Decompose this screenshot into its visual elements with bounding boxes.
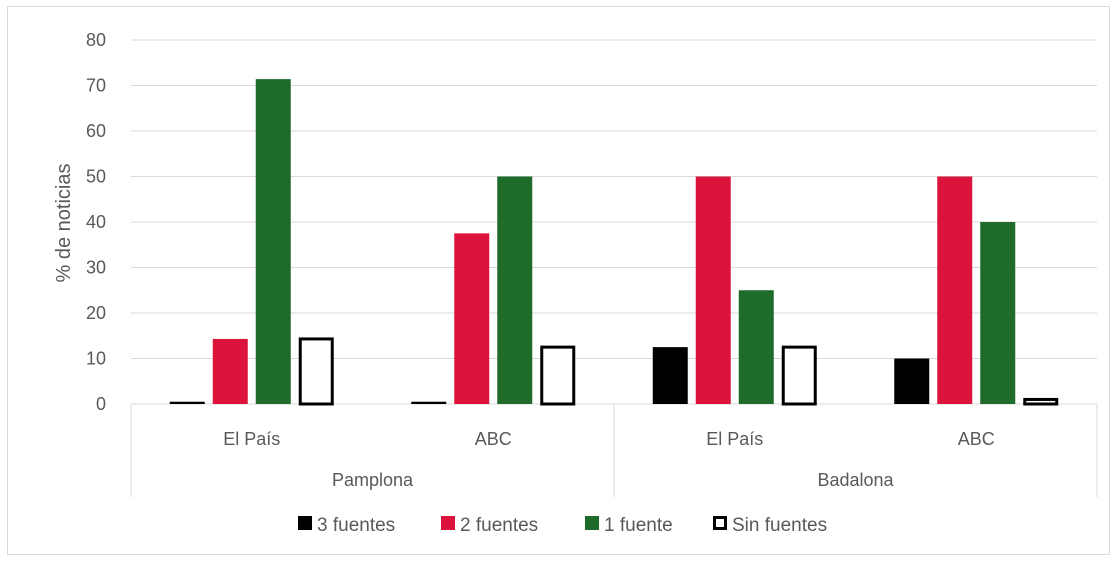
bar-sin-fuentes	[1023, 397, 1059, 406]
legend: 3 fuentes 2 fuentes 1 fuente Sin fuentes	[298, 515, 827, 536]
x-group-label: Badalona	[817, 470, 894, 490]
y-tick-label: 40	[86, 212, 106, 232]
y-tick-label: 50	[86, 167, 106, 187]
legend-swatch	[441, 516, 455, 530]
x-category-label: El País	[223, 429, 280, 449]
y-tick-label: 0	[96, 394, 106, 414]
bar-sin-fuentes	[781, 345, 817, 406]
bar-3-fuentes	[894, 358, 930, 404]
y-axis-title: % de noticias	[53, 164, 75, 283]
bar-1-fuente	[497, 176, 533, 404]
bar-sin-fuentes	[540, 345, 576, 406]
x-category-label: ABC	[475, 429, 512, 449]
x-axis: El País ABC Pamplona El País ABC Badalona	[130, 404, 1098, 497]
bar-sin-fuentes	[298, 337, 334, 406]
x-group-label: Pamplona	[332, 470, 414, 490]
y-tick-label: 80	[86, 30, 106, 50]
legend-label: Sin fuentes	[732, 515, 827, 536]
bar-3-fuentes	[652, 347, 688, 404]
bar-1-fuente	[980, 222, 1016, 404]
bar-1-fuente	[738, 290, 774, 404]
bar-3-fuentes	[169, 401, 205, 404]
bar-3-fuentes	[411, 401, 447, 404]
bar-2-fuentes	[937, 176, 973, 404]
legend-label: 2 fuentes	[460, 515, 538, 536]
legend-label: 3 fuentes	[317, 515, 395, 536]
bar-2-fuentes	[454, 233, 490, 404]
bars	[169, 79, 1059, 406]
legend-swatch	[298, 516, 312, 530]
y-tick-label: 70	[86, 76, 106, 96]
legend-swatch	[713, 516, 727, 530]
y-tick-label: 20	[86, 303, 106, 323]
legend-label: 1 fuente	[604, 515, 673, 536]
y-axis-ticks: 0 10 20 30 40 50 60 70 80	[86, 30, 106, 414]
gridlines	[131, 39, 1097, 405]
y-tick-label: 10	[86, 349, 106, 369]
y-tick-label: 60	[86, 121, 106, 141]
y-tick-label: 30	[86, 258, 106, 278]
bar-2-fuentes	[695, 176, 731, 404]
x-category-label: ABC	[958, 429, 995, 449]
x-category-label: El País	[706, 429, 763, 449]
bar-2-fuentes	[212, 338, 248, 404]
bar-1-fuente	[255, 79, 291, 404]
legend-swatch	[585, 516, 599, 530]
chart-frame	[7, 6, 1110, 555]
